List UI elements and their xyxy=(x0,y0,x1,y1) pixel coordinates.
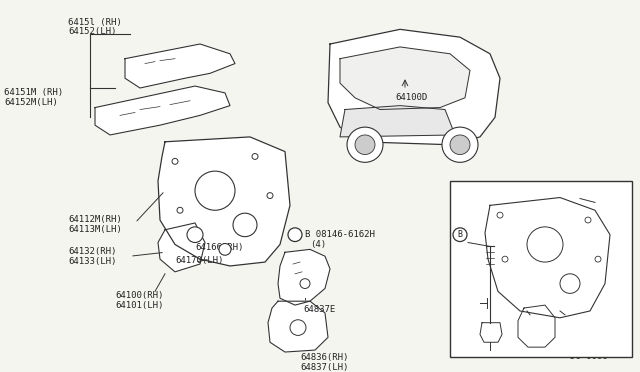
Text: J6 0006: J6 0006 xyxy=(570,352,607,361)
Circle shape xyxy=(450,135,470,154)
Circle shape xyxy=(219,244,231,255)
Text: B: B xyxy=(292,230,298,239)
Polygon shape xyxy=(485,198,610,318)
Polygon shape xyxy=(328,29,500,145)
Text: 14952: 14952 xyxy=(455,298,482,307)
Circle shape xyxy=(497,212,503,218)
Circle shape xyxy=(453,228,467,241)
Circle shape xyxy=(347,127,383,162)
Text: 64152M(LH): 64152M(LH) xyxy=(4,98,58,107)
Circle shape xyxy=(267,193,273,199)
Circle shape xyxy=(288,228,302,241)
Circle shape xyxy=(290,320,306,336)
Text: FOR LH: FOR LH xyxy=(454,186,489,196)
Circle shape xyxy=(252,154,258,159)
Circle shape xyxy=(442,127,478,162)
Text: 64100DF: 64100DF xyxy=(565,193,603,202)
Text: B: B xyxy=(458,230,463,239)
Text: 64836(RH): 64836(RH) xyxy=(300,353,348,362)
Polygon shape xyxy=(278,249,330,305)
Circle shape xyxy=(195,171,235,210)
Text: ( 3): ( 3) xyxy=(472,240,493,248)
Text: 6415l (RH): 6415l (RH) xyxy=(68,17,122,27)
Text: B 08146-6162H: B 08146-6162H xyxy=(305,230,375,239)
Circle shape xyxy=(595,256,601,262)
Text: 64112M(RH): 64112M(RH) xyxy=(68,215,122,224)
Polygon shape xyxy=(95,86,230,135)
Text: 64132(RH): 64132(RH) xyxy=(68,247,116,256)
Polygon shape xyxy=(518,305,555,347)
Circle shape xyxy=(355,135,375,154)
FancyBboxPatch shape xyxy=(450,181,632,357)
Text: 64151M (RH): 64151M (RH) xyxy=(4,88,63,97)
Text: 64101(LH): 64101(LH) xyxy=(115,301,163,310)
Text: 64837(LH): 64837(LH) xyxy=(300,363,348,372)
Polygon shape xyxy=(158,137,290,266)
Circle shape xyxy=(172,158,178,164)
Polygon shape xyxy=(125,44,235,88)
Text: 64837E: 64837E xyxy=(303,305,335,314)
Circle shape xyxy=(560,274,580,294)
Polygon shape xyxy=(268,301,328,352)
Polygon shape xyxy=(158,223,205,272)
Text: 64100D: 64100D xyxy=(395,93,428,102)
Text: 64100D: 64100D xyxy=(556,315,588,324)
Circle shape xyxy=(585,217,591,223)
Circle shape xyxy=(233,213,257,237)
Circle shape xyxy=(187,227,203,243)
Text: (4): (4) xyxy=(310,240,326,248)
Text: 64152(LH): 64152(LH) xyxy=(68,28,116,36)
Polygon shape xyxy=(340,106,455,137)
Circle shape xyxy=(527,227,563,262)
Text: 64113M(LH): 64113M(LH) xyxy=(68,225,122,234)
Text: 64100DG: 64100DG xyxy=(513,315,550,324)
Text: B 08156-6162F: B 08156-6162F xyxy=(468,230,538,239)
Circle shape xyxy=(502,256,508,262)
Polygon shape xyxy=(340,47,470,109)
Text: 64170(LH): 64170(LH) xyxy=(175,256,223,265)
Circle shape xyxy=(300,279,310,288)
Circle shape xyxy=(177,207,183,213)
Polygon shape xyxy=(480,323,502,342)
Text: 64166(RH): 64166(RH) xyxy=(195,243,243,251)
Text: 64133(LH): 64133(LH) xyxy=(68,257,116,266)
Text: 64100(RH): 64100(RH) xyxy=(115,291,163,301)
